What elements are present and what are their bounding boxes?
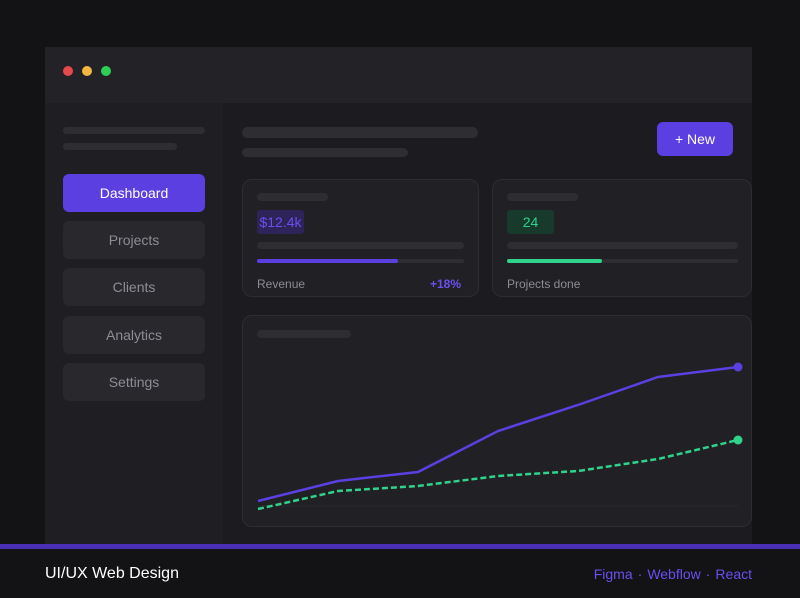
page-title-skeleton bbox=[242, 127, 478, 138]
sidebar-item-analytics[interactable]: Analytics bbox=[63, 316, 205, 354]
maximize-window-button[interactable] bbox=[101, 66, 111, 76]
sidebar-skeleton-line bbox=[63, 143, 177, 150]
tool-figma: Figma bbox=[593, 566, 633, 582]
separator: · bbox=[637, 566, 643, 582]
line-chart bbox=[257, 362, 743, 511]
minimize-window-button[interactable] bbox=[82, 66, 92, 76]
footer: UI/UX Web Design Figma · Webflow · React bbox=[0, 549, 800, 598]
card-skeleton-line bbox=[257, 193, 328, 201]
sidebar-item-projects[interactable]: Projects bbox=[63, 221, 205, 259]
series-line-0 bbox=[257, 365, 739, 503]
sidebar-item-label: Clients bbox=[112, 279, 156, 295]
sidebar-item-label: Projects bbox=[108, 232, 160, 248]
card-skeleton-line bbox=[257, 242, 464, 249]
close-window-button[interactable] bbox=[63, 66, 73, 76]
sidebar-item-clients[interactable]: Clients bbox=[63, 268, 205, 306]
footer-tools: Figma · Webflow · React bbox=[594, 566, 752, 582]
revenue-card: $12.4k Revenue +18% bbox=[242, 179, 479, 297]
card-skeleton-line bbox=[507, 242, 738, 249]
tool-webflow: Webflow bbox=[647, 566, 701, 582]
revenue-progress-bar bbox=[257, 259, 464, 263]
card-skeleton-line bbox=[507, 193, 578, 201]
projects-label: Projects done bbox=[507, 277, 581, 291]
revenue-delta: +18% bbox=[429, 277, 461, 291]
projects-progress-fill bbox=[507, 259, 602, 263]
revenue-progress-fill bbox=[257, 259, 398, 263]
separator: · bbox=[705, 566, 711, 582]
series-line-1 bbox=[257, 438, 739, 511]
projects-card: 24 Projects done bbox=[492, 179, 752, 297]
sidebar-item-dashboard[interactable]: Dashboard bbox=[63, 174, 205, 212]
sidebar-item-label: Dashboard bbox=[99, 185, 169, 201]
footer-title: UI/UX Web Design bbox=[45, 565, 179, 582]
chart-card bbox=[242, 315, 752, 527]
sidebar-item-settings[interactable]: Settings bbox=[63, 363, 205, 401]
sidebar: Dashboard Projects Clients Analytics Set… bbox=[45, 103, 223, 544]
series-endpoint-0 bbox=[733, 362, 743, 372]
app-window: Dashboard Projects Clients Analytics Set… bbox=[45, 47, 752, 544]
projects-progress-bar bbox=[507, 259, 738, 263]
revenue-value: $12.4k bbox=[257, 210, 304, 234]
chart-title-skeleton bbox=[257, 330, 351, 338]
sidebar-item-label: Analytics bbox=[105, 327, 163, 343]
projects-value: 24 bbox=[507, 210, 554, 234]
footer-divider bbox=[0, 544, 800, 549]
tool-react: React bbox=[715, 566, 752, 582]
sidebar-skeleton-line bbox=[63, 127, 205, 134]
title-bar bbox=[45, 47, 752, 103]
series-endpoint-1 bbox=[733, 435, 743, 445]
new-button[interactable]: + New bbox=[657, 122, 733, 156]
sidebar-item-label: Settings bbox=[108, 374, 160, 390]
revenue-label: Revenue bbox=[257, 277, 306, 291]
page-subtitle-skeleton bbox=[242, 148, 408, 157]
